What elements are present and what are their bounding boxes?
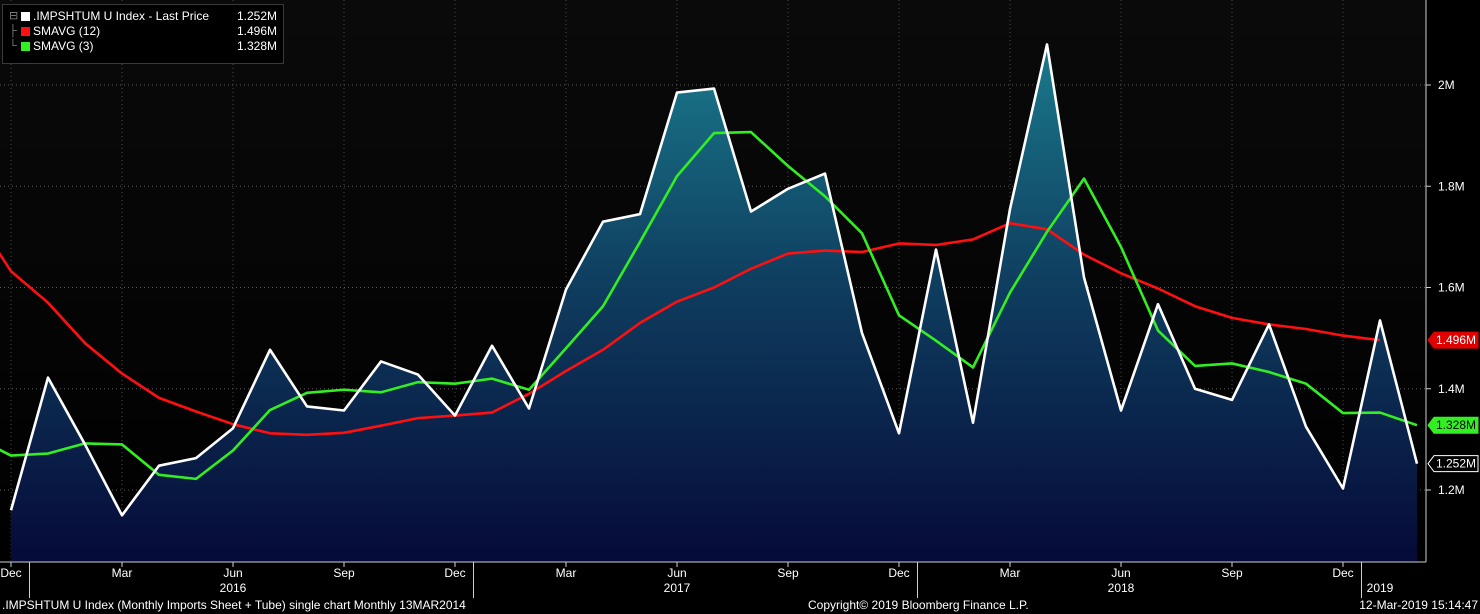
x-tick-label-0: Dec xyxy=(0,566,21,580)
value-tag-box-1 xyxy=(1427,416,1479,434)
x-tick-label-6: Jun xyxy=(667,566,686,580)
value-tag-1: 1.328M xyxy=(1427,416,1479,434)
x-tick-label-7: Sep xyxy=(777,566,799,580)
price-area xyxy=(11,44,1417,562)
axes xyxy=(0,0,1427,563)
value-tag-2: 1.252M xyxy=(1427,455,1479,473)
x-tick-label-3: Sep xyxy=(333,566,355,580)
collapse-icon[interactable]: ⊟ xyxy=(9,10,19,22)
year-label-1: 2017 xyxy=(664,581,691,595)
x-tick-label-11: Sep xyxy=(1221,566,1243,580)
legend-value-last-price: 1.252M xyxy=(236,9,277,23)
tree-branch-icon: ├ xyxy=(9,25,17,37)
x-tick-label-10: Jun xyxy=(1111,566,1130,580)
value-tag-box-2 xyxy=(1427,455,1479,473)
series-line-0 xyxy=(9,43,1419,517)
y-tick-label-0: 1.2M xyxy=(1438,483,1465,497)
legend-swatch-smavg-12 xyxy=(21,27,30,36)
legend: ⊟ .IMPSHTUM U Index - Last Price 1.252M … xyxy=(2,4,284,64)
y-tick-label-2: 1.6M xyxy=(1438,281,1465,295)
series-line-1 xyxy=(0,221,1381,437)
x-tick-label-2: Jun xyxy=(223,566,242,580)
y-tick-label-3: 1.8M xyxy=(1438,179,1465,193)
value-tag-label-2: 1.252M xyxy=(1436,457,1476,471)
tree-branch-icon: └ xyxy=(9,40,17,52)
x-axis: Dec Mar Jun Sep Dec Mar Jun Sep Dec Mar Jun Sep Dec 2… xyxy=(0,562,1394,598)
value-tag-0: 1.496M xyxy=(1427,331,1479,349)
legend-label-smavg-3: SMAVG (3) xyxy=(33,39,94,53)
legend-value-smavg-12: 1.496M xyxy=(236,24,277,38)
legend-item-last-price: ⊟ .IMPSHTUM U Index - Last Price 1.252M xyxy=(3,9,283,24)
series-lines xyxy=(0,43,1419,517)
year-label-2: 2018 xyxy=(1108,581,1135,595)
y-axis: 1.2M 1.4M 1.6M 1.8M 2M xyxy=(1426,78,1465,497)
x-tick-label-5: Mar xyxy=(556,566,577,580)
timestamp: 12-Mar-2019 15:14:47 xyxy=(1359,598,1478,612)
value-tags: 1.496M 1.328M 1.252M xyxy=(1427,331,1479,473)
legend-swatch-last-price xyxy=(21,12,30,21)
x-tick-label-12: Dec xyxy=(1332,566,1353,580)
x-tick-label-9: Mar xyxy=(1000,566,1021,580)
year-label-3: 2019 xyxy=(1367,581,1394,595)
y-tick-label-1: 1.4M xyxy=(1438,382,1465,396)
legend-item-smavg-12: ├ SMAVG (12) 1.496M xyxy=(3,24,283,39)
legend-label-smavg-12: SMAVG (12) xyxy=(33,24,101,38)
x-tick-label-8: Dec xyxy=(888,566,909,580)
price-area-fill xyxy=(11,44,1417,562)
x-tick-label-1: Mar xyxy=(112,566,133,580)
legend-label-last-price: .IMPSHTUM U Index - Last Price xyxy=(33,9,210,23)
x-tick-label-4: Dec xyxy=(444,566,465,580)
y-tick-label-4: 2M xyxy=(1438,78,1455,92)
copyright: Copyright© 2019 Bloomberg Finance L.P. xyxy=(808,598,1029,612)
legend-swatch-smavg-3 xyxy=(21,42,30,51)
value-tag-label-1: 1.328M xyxy=(1436,418,1476,432)
legend-item-smavg-3: └ SMAVG (3) 1.328M xyxy=(3,39,283,54)
chart-description: .IMPSHTUM U Index (Monthly Imports Sheet… xyxy=(2,598,466,612)
value-tag-box-0 xyxy=(1427,331,1479,349)
value-tag-label-0: 1.496M xyxy=(1436,333,1476,347)
legend-value-smavg-3: 1.328M xyxy=(236,39,277,53)
year-label-0: 2016 xyxy=(220,581,247,595)
